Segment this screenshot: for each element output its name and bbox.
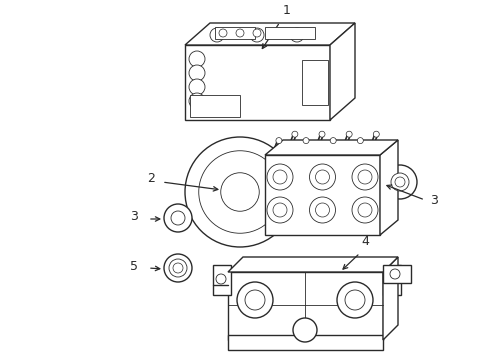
Polygon shape bbox=[184, 23, 354, 45]
Text: 5: 5 bbox=[130, 260, 138, 273]
Circle shape bbox=[390, 173, 408, 191]
Bar bbox=[215, 27, 254, 39]
Circle shape bbox=[289, 28, 304, 42]
Circle shape bbox=[303, 138, 308, 144]
Bar bbox=[382, 265, 410, 283]
Circle shape bbox=[169, 259, 186, 277]
Circle shape bbox=[189, 51, 204, 67]
Circle shape bbox=[189, 65, 204, 81]
Circle shape bbox=[315, 170, 329, 184]
Circle shape bbox=[219, 29, 226, 37]
Circle shape bbox=[209, 28, 224, 42]
Bar bbox=[190, 95, 240, 117]
Circle shape bbox=[198, 151, 281, 233]
Circle shape bbox=[315, 203, 329, 217]
Polygon shape bbox=[329, 23, 354, 120]
Bar bbox=[264, 27, 314, 39]
Circle shape bbox=[163, 204, 192, 232]
Circle shape bbox=[244, 290, 264, 310]
Circle shape bbox=[318, 131, 325, 137]
Bar bbox=[184, 45, 329, 120]
Circle shape bbox=[351, 164, 377, 190]
Text: 4: 4 bbox=[360, 235, 368, 248]
Bar bbox=[227, 335, 382, 350]
Circle shape bbox=[336, 282, 372, 318]
Circle shape bbox=[237, 282, 272, 318]
Circle shape bbox=[292, 318, 316, 342]
Circle shape bbox=[309, 164, 335, 190]
Circle shape bbox=[275, 138, 281, 144]
Circle shape bbox=[252, 29, 261, 37]
Text: 2: 2 bbox=[147, 172, 155, 185]
Circle shape bbox=[357, 138, 363, 144]
Circle shape bbox=[189, 79, 204, 95]
Circle shape bbox=[272, 203, 286, 217]
Circle shape bbox=[394, 177, 404, 187]
Circle shape bbox=[266, 164, 292, 190]
Circle shape bbox=[345, 290, 364, 310]
Circle shape bbox=[249, 28, 264, 42]
Polygon shape bbox=[264, 140, 397, 155]
Bar bbox=[382, 265, 400, 295]
Text: 3: 3 bbox=[429, 194, 437, 207]
Polygon shape bbox=[227, 257, 397, 272]
Circle shape bbox=[372, 131, 379, 137]
Circle shape bbox=[163, 254, 192, 282]
Circle shape bbox=[272, 170, 286, 184]
Polygon shape bbox=[379, 140, 397, 235]
Circle shape bbox=[309, 197, 335, 223]
Circle shape bbox=[357, 170, 371, 184]
Bar bbox=[213, 265, 230, 295]
Bar bbox=[227, 272, 382, 340]
Circle shape bbox=[291, 131, 297, 137]
Circle shape bbox=[216, 274, 225, 284]
Bar bbox=[302, 60, 327, 105]
Circle shape bbox=[357, 203, 371, 217]
Circle shape bbox=[220, 173, 259, 211]
Circle shape bbox=[382, 165, 416, 199]
Text: 1: 1 bbox=[283, 4, 290, 17]
Circle shape bbox=[189, 93, 204, 109]
Circle shape bbox=[329, 138, 335, 144]
Text: 3: 3 bbox=[130, 211, 138, 224]
Circle shape bbox=[184, 137, 294, 247]
Circle shape bbox=[266, 197, 292, 223]
Circle shape bbox=[173, 263, 183, 273]
Circle shape bbox=[346, 131, 351, 137]
Circle shape bbox=[351, 197, 377, 223]
Circle shape bbox=[236, 29, 244, 37]
Circle shape bbox=[171, 211, 184, 225]
Circle shape bbox=[389, 269, 399, 279]
Polygon shape bbox=[382, 257, 397, 340]
Bar bbox=[264, 155, 379, 235]
